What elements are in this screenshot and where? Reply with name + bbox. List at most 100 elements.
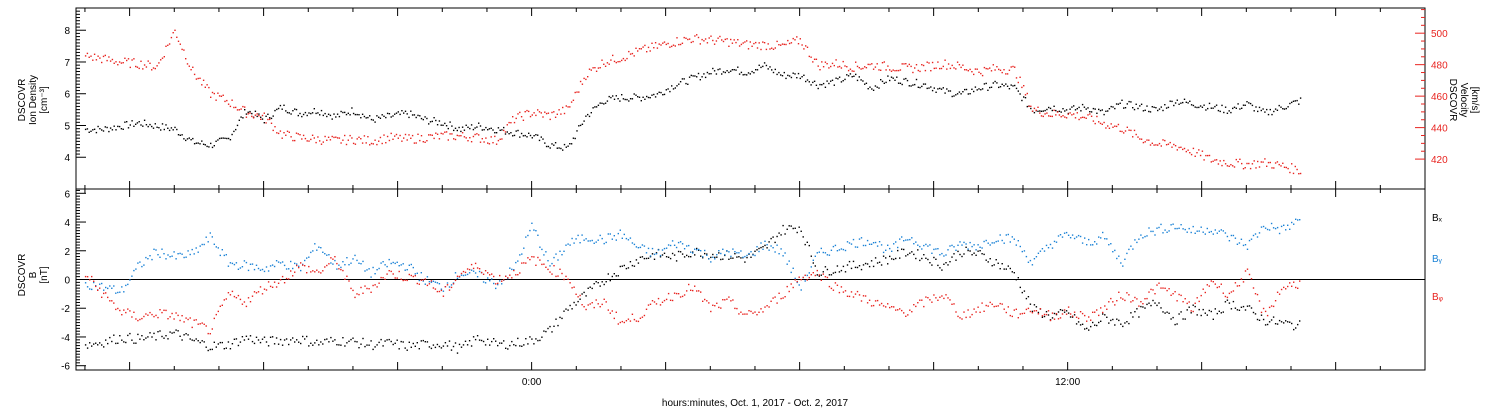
point	[662, 94, 664, 96]
point	[1256, 293, 1259, 296]
point	[1150, 230, 1152, 233]
point	[1039, 110, 1041, 112]
point	[997, 240, 999, 242]
point	[864, 83, 866, 85]
point	[233, 295, 236, 298]
point	[424, 116, 426, 118]
point	[937, 264, 939, 267]
point	[690, 251, 692, 253]
point	[89, 342, 91, 344]
point	[1242, 168, 1245, 170]
point	[382, 277, 384, 279]
point	[561, 272, 563, 275]
point	[604, 65, 607, 67]
point	[1094, 122, 1096, 125]
point	[183, 49, 185, 51]
point	[131, 275, 133, 277]
point	[625, 320, 628, 322]
point	[1029, 310, 1032, 313]
point	[167, 254, 169, 256]
point	[308, 140, 310, 142]
point	[470, 124, 473, 126]
point	[1282, 162, 1284, 164]
point	[300, 269, 302, 272]
point	[834, 282, 837, 284]
point	[1187, 149, 1189, 151]
point	[1255, 106, 1257, 108]
point	[438, 138, 441, 140]
point	[104, 54, 106, 57]
point	[1110, 105, 1112, 108]
point	[205, 236, 207, 238]
point	[980, 89, 982, 91]
point	[828, 274, 831, 276]
point	[799, 77, 801, 80]
point	[97, 125, 99, 128]
point	[778, 253, 780, 255]
point	[554, 142, 557, 144]
point	[124, 121, 126, 123]
point	[99, 287, 101, 289]
point	[456, 129, 458, 132]
point	[615, 239, 617, 241]
point	[177, 134, 180, 136]
point	[1029, 303, 1032, 305]
point	[629, 320, 632, 322]
point	[696, 290, 698, 292]
point	[587, 113, 589, 116]
point	[168, 129, 171, 132]
point	[102, 55, 105, 58]
point	[1102, 313, 1104, 315]
point	[1232, 290, 1235, 292]
point	[366, 287, 368, 290]
point	[974, 68, 977, 70]
point	[800, 289, 802, 291]
point	[838, 65, 841, 68]
point	[197, 340, 199, 342]
point	[1216, 312, 1218, 315]
point	[1176, 323, 1178, 325]
point	[1045, 313, 1048, 316]
point	[1168, 288, 1170, 290]
point	[275, 260, 278, 262]
point	[635, 94, 637, 96]
point	[1244, 167, 1246, 169]
point	[698, 249, 700, 251]
point	[501, 342, 503, 344]
point	[696, 76, 698, 78]
point	[924, 69, 927, 72]
point	[621, 237, 623, 239]
point	[1017, 277, 1019, 279]
point	[663, 247, 666, 250]
point	[1098, 321, 1100, 324]
point	[1039, 112, 1041, 114]
point	[913, 253, 915, 256]
point	[181, 339, 183, 341]
point	[529, 115, 532, 118]
point	[113, 125, 115, 127]
point	[177, 314, 179, 317]
point	[781, 43, 784, 45]
point	[790, 283, 792, 285]
point	[499, 280, 501, 282]
point	[822, 82, 825, 85]
point	[611, 275, 613, 278]
point	[160, 129, 162, 131]
point	[569, 143, 571, 145]
point	[452, 283, 455, 285]
point	[625, 237, 628, 240]
point	[659, 254, 662, 257]
point	[1114, 125, 1116, 127]
point	[344, 264, 346, 266]
point	[1205, 154, 1207, 157]
point	[655, 303, 658, 305]
point	[1228, 292, 1231, 295]
point	[912, 71, 914, 74]
point	[225, 254, 227, 256]
point	[204, 86, 206, 88]
point	[340, 266, 342, 269]
point	[730, 70, 732, 72]
point	[456, 275, 459, 277]
point	[338, 264, 340, 266]
